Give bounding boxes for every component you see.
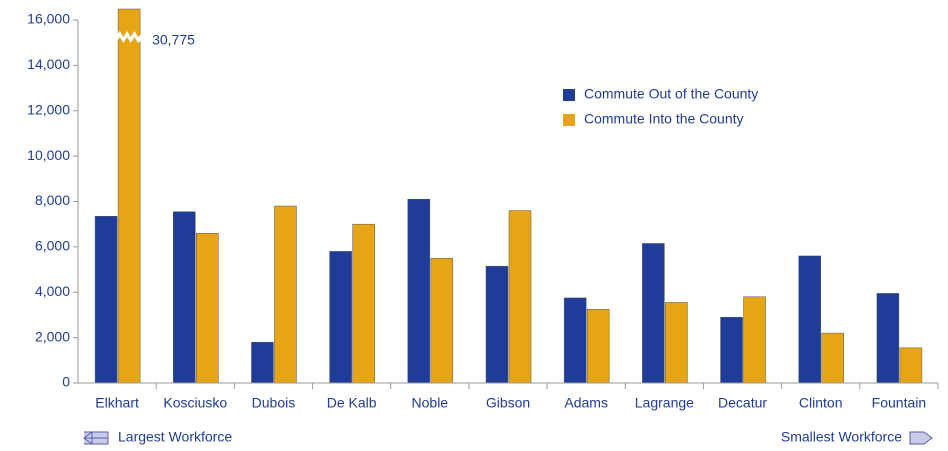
y-tick-label: 16,000 (27, 11, 70, 27)
left-arrow (83, 431, 109, 445)
bar (743, 296, 766, 384)
bar (508, 210, 532, 384)
x-tick-label: Elkhart (95, 395, 139, 411)
bar (720, 316, 743, 384)
x-tick-label: Clinton (799, 395, 843, 411)
bar (798, 255, 821, 384)
bar (876, 293, 900, 384)
x-tick-label: Dubois (252, 395, 296, 411)
legend-swatch (563, 114, 575, 126)
y-tick-label: 8,000 (35, 192, 70, 208)
bar (329, 251, 352, 384)
bar (430, 257, 454, 384)
bar (196, 233, 219, 384)
bar (899, 347, 923, 384)
y-tick-label: 10,000 (27, 147, 70, 163)
bar (94, 215, 118, 384)
y-tick-label: 6,000 (35, 238, 70, 254)
x-tick-label: De Kalb (327, 395, 377, 411)
bar (563, 297, 587, 384)
bar (586, 309, 610, 384)
legend-swatch (563, 89, 575, 101)
y-tick-label: 12,000 (27, 101, 70, 117)
bar (821, 332, 844, 384)
x-tick-label: Kosciusko (163, 395, 227, 411)
x-tick-label: Noble (412, 395, 449, 411)
value-label: 30,775 (152, 32, 195, 48)
x-tick-label: Adams (564, 395, 608, 411)
y-tick-label: 0 (62, 374, 70, 390)
y-tick-label: 4,000 (35, 283, 70, 299)
legend-label: Commute Out of the County (584, 86, 758, 102)
x-tick-label: Decatur (718, 395, 767, 411)
bar (117, 8, 141, 384)
x-tick-label: Lagrange (635, 395, 694, 411)
bar (173, 211, 196, 384)
bar (274, 205, 297, 384)
bar (485, 265, 509, 384)
annotation: Smallest Workforce (781, 429, 902, 445)
x-tick-label: Gibson (486, 395, 530, 411)
right-arrow (909, 431, 933, 445)
legend-label: Commute Into the County (584, 111, 744, 127)
bar (352, 223, 375, 384)
bar (407, 198, 431, 384)
bar (642, 243, 665, 384)
bar (665, 302, 688, 384)
annotation: Largest Workforce (118, 429, 232, 445)
bar (251, 341, 274, 384)
y-tick-label: 14,000 (27, 56, 70, 72)
axis-break (116, 31, 143, 43)
y-tick-label: 2,000 (35, 328, 70, 344)
x-tick-label: Fountain (872, 395, 926, 411)
